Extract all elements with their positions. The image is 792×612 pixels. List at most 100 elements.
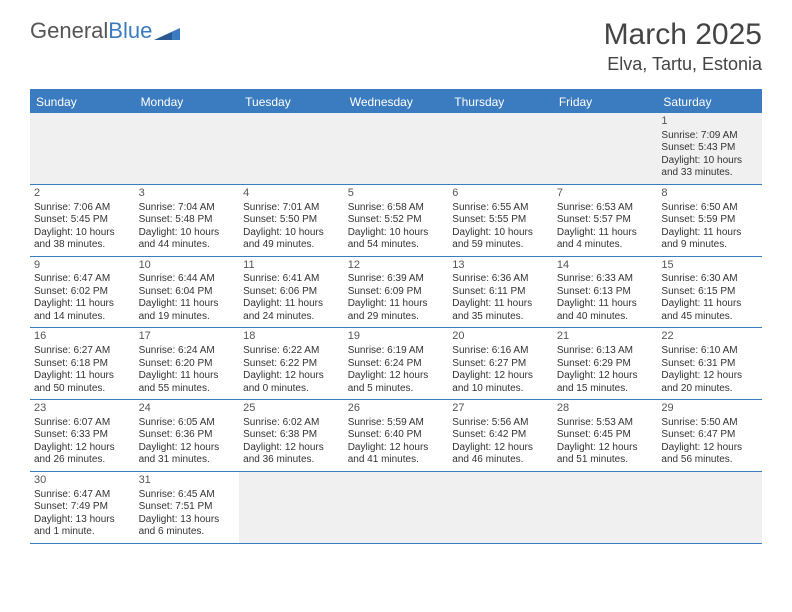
sunset-text: Sunset: 6:45 PM xyxy=(557,429,654,442)
daylight-text: Daylight: 12 hours and 46 minutes. xyxy=(452,442,549,467)
day-number: 5 xyxy=(348,187,445,201)
day-cell: 16Sunrise: 6:27 AMSunset: 6:18 PMDayligh… xyxy=(30,328,135,399)
sunrise-text: Sunrise: 7:04 AM xyxy=(139,202,236,215)
day-cell: 20Sunrise: 6:16 AMSunset: 6:27 PMDayligh… xyxy=(448,328,553,399)
daylight-text: Daylight: 11 hours and 45 minutes. xyxy=(661,298,758,323)
day-cell: 26Sunrise: 5:59 AMSunset: 6:40 PMDayligh… xyxy=(344,400,449,471)
sunrise-text: Sunrise: 6:39 AM xyxy=(348,273,445,286)
day-cell: 5Sunrise: 6:58 AMSunset: 5:52 PMDaylight… xyxy=(344,185,449,256)
sunset-text: Sunset: 6:38 PM xyxy=(243,429,340,442)
sunset-text: Sunset: 7:51 PM xyxy=(139,501,236,514)
header: GeneralBlue March 2025 Elva, Tartu, Esto… xyxy=(0,0,792,83)
day-number: 27 xyxy=(452,402,549,416)
daylight-text: Daylight: 13 hours and 6 minutes. xyxy=(139,514,236,539)
daylight-text: Daylight: 13 hours and 1 minute. xyxy=(34,514,131,539)
sunrise-text: Sunrise: 6:05 AM xyxy=(139,417,236,430)
sunset-text: Sunset: 6:47 PM xyxy=(661,429,758,442)
day-number: 30 xyxy=(34,474,131,488)
day-number: 17 xyxy=(139,330,236,344)
sunrise-text: Sunrise: 6:22 AM xyxy=(243,345,340,358)
day-cell-empty xyxy=(344,472,449,543)
day-number: 11 xyxy=(243,259,340,273)
sunset-text: Sunset: 6:31 PM xyxy=(661,358,758,371)
day-cell: 10Sunrise: 6:44 AMSunset: 6:04 PMDayligh… xyxy=(135,257,240,328)
daylight-text: Daylight: 11 hours and 29 minutes. xyxy=(348,298,445,323)
sunset-text: Sunset: 6:24 PM xyxy=(348,358,445,371)
day-number: 21 xyxy=(557,330,654,344)
sunrise-text: Sunrise: 6:24 AM xyxy=(139,345,236,358)
daylight-text: Daylight: 12 hours and 26 minutes. xyxy=(34,442,131,467)
day-cell: 2Sunrise: 7:06 AMSunset: 5:45 PMDaylight… xyxy=(30,185,135,256)
week-row: 30Sunrise: 6:47 AMSunset: 7:49 PMDayligh… xyxy=(30,472,762,544)
day-cell: 19Sunrise: 6:19 AMSunset: 6:24 PMDayligh… xyxy=(344,328,449,399)
day-number: 24 xyxy=(139,402,236,416)
day-cell-empty xyxy=(30,113,135,184)
day-cell-empty xyxy=(553,472,658,543)
sunrise-text: Sunrise: 6:53 AM xyxy=(557,202,654,215)
sunset-text: Sunset: 6:27 PM xyxy=(452,358,549,371)
sunset-text: Sunset: 5:59 PM xyxy=(661,214,758,227)
sunrise-text: Sunrise: 6:44 AM xyxy=(139,273,236,286)
sunrise-text: Sunrise: 7:01 AM xyxy=(243,202,340,215)
sunset-text: Sunset: 6:06 PM xyxy=(243,286,340,299)
daylight-text: Daylight: 10 hours and 54 minutes. xyxy=(348,227,445,252)
sunrise-text: Sunrise: 6:50 AM xyxy=(661,202,758,215)
daylight-text: Daylight: 11 hours and 40 minutes. xyxy=(557,298,654,323)
day-cell-empty xyxy=(553,113,658,184)
sunrise-text: Sunrise: 6:45 AM xyxy=(139,489,236,502)
day-cell: 17Sunrise: 6:24 AMSunset: 6:20 PMDayligh… xyxy=(135,328,240,399)
day-cell: 8Sunrise: 6:50 AMSunset: 5:59 PMDaylight… xyxy=(657,185,762,256)
sunrise-text: Sunrise: 5:56 AM xyxy=(452,417,549,430)
day-cell-empty xyxy=(448,113,553,184)
sunset-text: Sunset: 6:42 PM xyxy=(452,429,549,442)
day-number: 12 xyxy=(348,259,445,273)
daylight-text: Daylight: 11 hours and 19 minutes. xyxy=(139,298,236,323)
dow-cell: Tuesday xyxy=(239,91,344,113)
sunrise-text: Sunrise: 6:13 AM xyxy=(557,345,654,358)
sunset-text: Sunset: 5:50 PM xyxy=(243,214,340,227)
day-cell: 4Sunrise: 7:01 AMSunset: 5:50 PMDaylight… xyxy=(239,185,344,256)
day-cell: 1Sunrise: 7:09 AMSunset: 5:43 PMDaylight… xyxy=(657,113,762,184)
day-cell: 27Sunrise: 5:56 AMSunset: 6:42 PMDayligh… xyxy=(448,400,553,471)
sunrise-text: Sunrise: 5:59 AM xyxy=(348,417,445,430)
daylight-text: Daylight: 12 hours and 5 minutes. xyxy=(348,370,445,395)
daylight-text: Daylight: 10 hours and 33 minutes. xyxy=(661,155,758,180)
sunrise-text: Sunrise: 6:47 AM xyxy=(34,489,131,502)
sunset-text: Sunset: 5:57 PM xyxy=(557,214,654,227)
logo: GeneralBlue xyxy=(30,18,180,44)
day-cell-empty xyxy=(448,472,553,543)
day-number: 8 xyxy=(661,187,758,201)
day-cell: 24Sunrise: 6:05 AMSunset: 6:36 PMDayligh… xyxy=(135,400,240,471)
calendar: SundayMondayTuesdayWednesdayThursdayFrid… xyxy=(30,89,762,544)
day-cell-empty xyxy=(657,472,762,543)
daylight-text: Daylight: 12 hours and 36 minutes. xyxy=(243,442,340,467)
sunset-text: Sunset: 6:40 PM xyxy=(348,429,445,442)
sunset-text: Sunset: 6:20 PM xyxy=(139,358,236,371)
day-cell: 18Sunrise: 6:22 AMSunset: 6:22 PMDayligh… xyxy=(239,328,344,399)
day-cell: 14Sunrise: 6:33 AMSunset: 6:13 PMDayligh… xyxy=(553,257,658,328)
sunrise-text: Sunrise: 5:50 AM xyxy=(661,417,758,430)
day-cell-empty xyxy=(239,472,344,543)
week-row: 23Sunrise: 6:07 AMSunset: 6:33 PMDayligh… xyxy=(30,400,762,472)
daylight-text: Daylight: 11 hours and 35 minutes. xyxy=(452,298,549,323)
sunset-text: Sunset: 6:09 PM xyxy=(348,286,445,299)
sunset-text: Sunset: 5:52 PM xyxy=(348,214,445,227)
day-number: 23 xyxy=(34,402,131,416)
title-block: March 2025 Elva, Tartu, Estonia xyxy=(604,18,762,75)
sunset-text: Sunset: 7:49 PM xyxy=(34,501,131,514)
day-cell: 9Sunrise: 6:47 AMSunset: 6:02 PMDaylight… xyxy=(30,257,135,328)
sunrise-text: Sunrise: 7:06 AM xyxy=(34,202,131,215)
day-number: 6 xyxy=(452,187,549,201)
sunset-text: Sunset: 6:15 PM xyxy=(661,286,758,299)
day-number: 4 xyxy=(243,187,340,201)
sunrise-text: Sunrise: 6:10 AM xyxy=(661,345,758,358)
day-cell: 6Sunrise: 6:55 AMSunset: 5:55 PMDaylight… xyxy=(448,185,553,256)
week-row: 1Sunrise: 7:09 AMSunset: 5:43 PMDaylight… xyxy=(30,113,762,185)
day-number: 10 xyxy=(139,259,236,273)
day-number: 25 xyxy=(243,402,340,416)
daylight-text: Daylight: 11 hours and 9 minutes. xyxy=(661,227,758,252)
day-cell: 25Sunrise: 6:02 AMSunset: 6:38 PMDayligh… xyxy=(239,400,344,471)
sunset-text: Sunset: 6:11 PM xyxy=(452,286,549,299)
daylight-text: Daylight: 10 hours and 44 minutes. xyxy=(139,227,236,252)
logo-text-2: Blue xyxy=(108,18,152,44)
